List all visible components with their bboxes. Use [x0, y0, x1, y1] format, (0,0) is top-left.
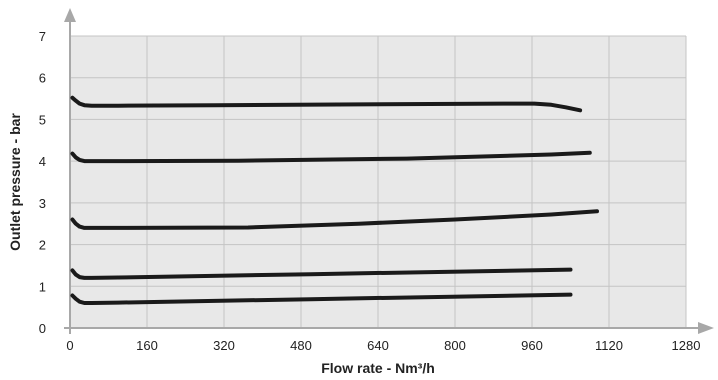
x-tick-label: 160 [136, 338, 158, 353]
series-line-2 [70, 150, 592, 164]
x-tick-label: 1120 [595, 338, 623, 353]
grid [70, 35, 687, 328]
x-tick-label: 320 [213, 338, 235, 353]
y-tick-label: 7 [39, 29, 46, 44]
y-tick-label: 5 [39, 112, 46, 127]
axes [64, 8, 714, 334]
y-tick-label: 2 [39, 238, 46, 253]
y-axis-title: Outlet pressure - bar [7, 113, 23, 251]
y-tick-label: 3 [39, 196, 46, 211]
y-tick-label: 1 [39, 279, 46, 294]
x-tick-label: 1280 [672, 338, 701, 353]
y-tick-label: 6 [39, 71, 46, 86]
series-line-1 [70, 95, 583, 113]
y-tick-label: 0 [39, 321, 46, 336]
series-line-5 [70, 292, 573, 305]
y-tick-label: 4 [39, 154, 46, 169]
x-tick-label: 960 [521, 338, 543, 353]
x-tick-label: 480 [290, 338, 312, 353]
y-axis-arrow-icon [64, 8, 76, 22]
x-tick-label: 800 [444, 338, 466, 353]
series-line-4 [70, 267, 573, 280]
x-tick-label: 640 [367, 338, 389, 353]
x-axis-title: Flow rate - Nm³/h [321, 360, 435, 376]
tick-labels: 0 160 320 480 640 800 960 1120 1280 0 1 2 3 4 5 6 7 [39, 29, 701, 353]
series-line-3 [70, 209, 599, 230]
x-tick-label: 0 [66, 338, 73, 353]
series-group [70, 95, 599, 305]
x-axis-arrow-icon [698, 322, 714, 334]
